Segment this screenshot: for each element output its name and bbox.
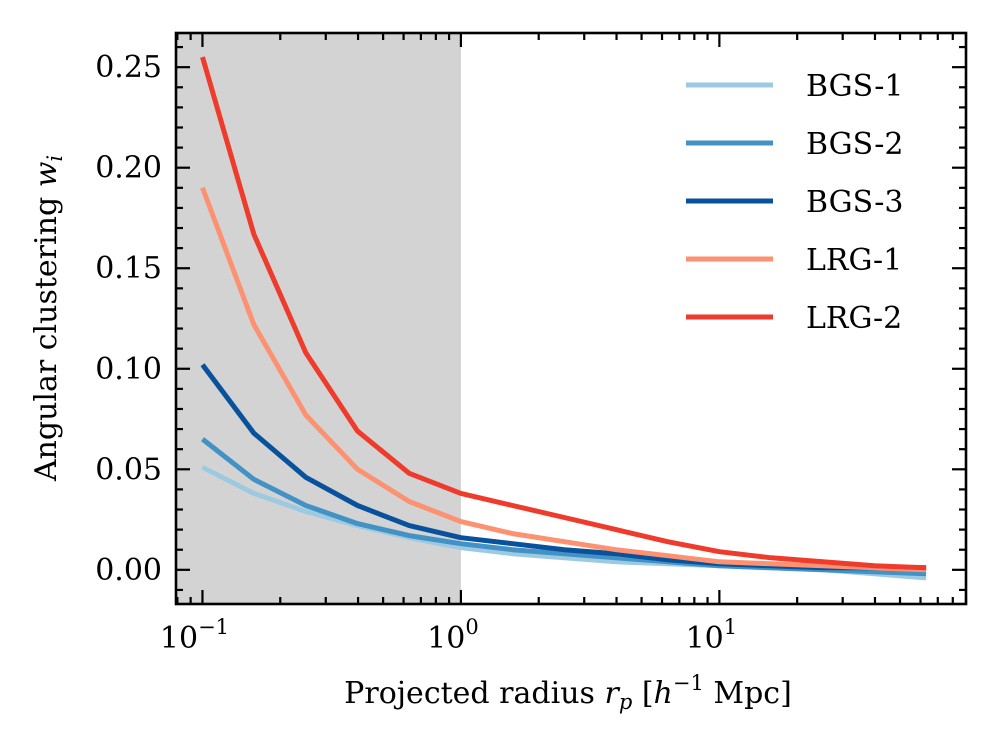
legend-label-bgs-2: BGS-2 (806, 127, 903, 162)
series-lines (200, 56, 927, 581)
plot-frame (174, 31, 968, 606)
x-tick-label: 10−1 (160, 615, 229, 656)
x-axis-label-text: Projected radius (344, 676, 595, 711)
x-axis-unit-exp: −1 (673, 671, 704, 695)
series-line-lrg-2 (200, 56, 927, 571)
y-tick-label: 0.20 (95, 151, 162, 186)
y-tick-label: 0.25 (95, 50, 162, 85)
x-axis-symbol-sub: p (619, 690, 632, 714)
y-tick-label: 0.15 (95, 251, 162, 286)
x-tick-label: 101 (686, 615, 738, 656)
x-axis-unit-close: ] (780, 676, 792, 711)
x-axis-unit-h: h (654, 676, 673, 711)
legend-label-bgs-1: BGS-1 (806, 69, 903, 104)
y-axis-label-text: Angular clustering (29, 197, 64, 482)
legend-label-lrg-2: LRG-2 (806, 301, 902, 336)
y-tick-label: 0.05 (95, 452, 162, 487)
y-tick-label: 0.00 (95, 553, 162, 588)
y-tick-label: 0.10 (95, 352, 162, 387)
x-axis-unit-open: [ (642, 676, 654, 711)
legend: BGS-1 BGS-2 BGS-3 LRG-1 LRG-2 (686, 69, 903, 336)
y-axis-symbol: w (29, 161, 64, 187)
tick-labels: 0.00 0.05 0.10 0.15 0.20 0.25 10−1 100 101 (95, 50, 737, 656)
legend-label-lrg-1: LRG-1 (806, 243, 902, 278)
y-axis-symbol-sub: i (43, 155, 67, 162)
x-axis-symbol: r (604, 676, 620, 711)
x-axis-label: Projected radius rp [h−1 Mpc] (344, 671, 792, 714)
x-tick-label: 100 (427, 615, 479, 656)
x-axis-unit-name: Mpc (713, 676, 780, 711)
y-axis-label: Angular clustering wi (29, 155, 67, 482)
legend-label-bgs-3: BGS-3 (806, 185, 903, 220)
series-line-lrg-1 (200, 186, 927, 573)
